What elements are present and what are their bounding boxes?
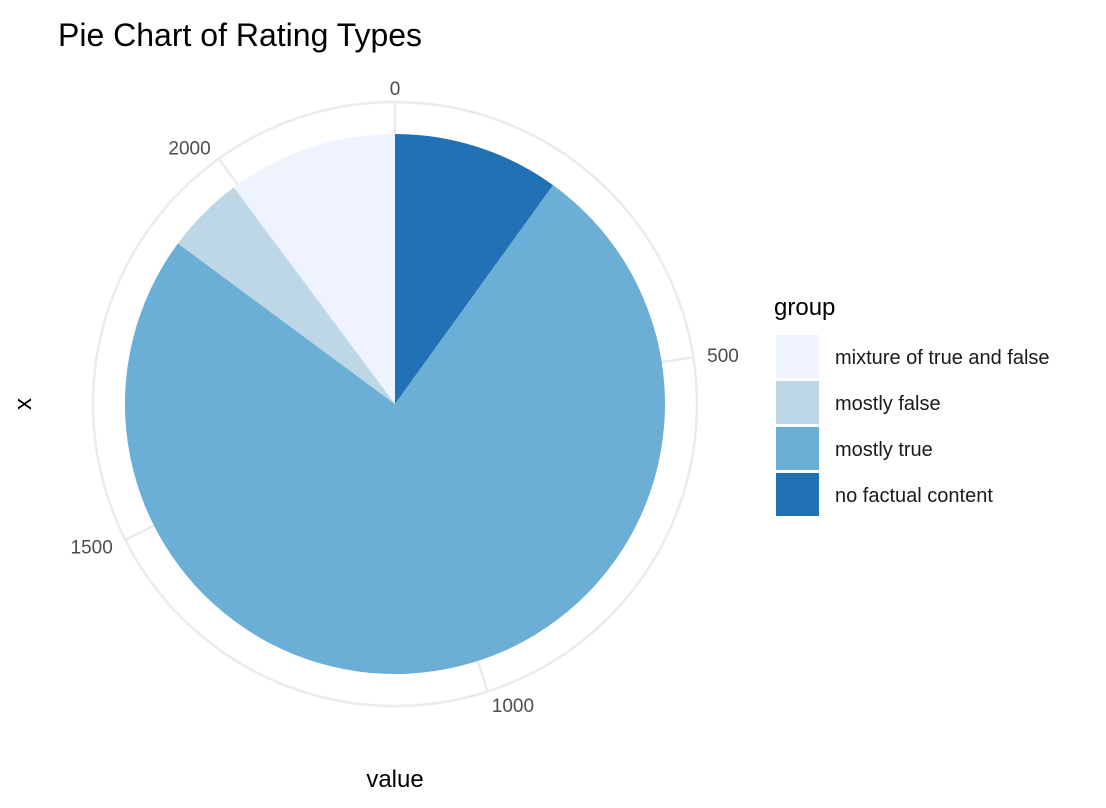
legend-swatch-3: [776, 473, 819, 516]
radial-tick-marks: [124, 102, 694, 692]
legend: group mixture of true and false mostly fa…: [774, 294, 1050, 516]
pie-slices: [124, 134, 665, 674]
tick-mark-4: [217, 157, 239, 186]
tick-label-1: 500: [707, 346, 739, 367]
tick-label-3: 1500: [71, 537, 113, 558]
pie-slice-mixture-of-true-and-false: [233, 134, 395, 404]
legend-title: group: [774, 294, 835, 321]
x-axis-title: value: [366, 766, 423, 793]
tick-label-4: 2000: [168, 138, 210, 159]
legend-swatch-0: [776, 335, 819, 378]
tick-label-0: 0: [390, 79, 401, 100]
tick-label-2: 1000: [492, 696, 534, 717]
legend-swatch-1: [776, 381, 819, 424]
tick-mark-3: [124, 524, 155, 542]
y-axis-title: x: [10, 398, 37, 410]
radial-tick-labels: 0 500 1000 1500 2000: [71, 79, 739, 717]
legend-label-1: mostly false: [835, 393, 941, 415]
tick-mark-2: [476, 660, 489, 692]
legend-label-2: mostly true: [835, 439, 933, 461]
pie-slice-mostly-false: [177, 187, 395, 404]
legend-label-0: mixture of true and false: [835, 347, 1050, 369]
chart-title: Pie Chart of Rating Types: [58, 17, 422, 53]
legend-label-3: no factual content: [835, 485, 993, 507]
pie-slice-mostly-true: [124, 185, 665, 674]
tick-mark-1: [661, 355, 694, 364]
pie-slice-no-factual-content: [395, 134, 554, 404]
legend-swatch-2: [776, 427, 819, 470]
